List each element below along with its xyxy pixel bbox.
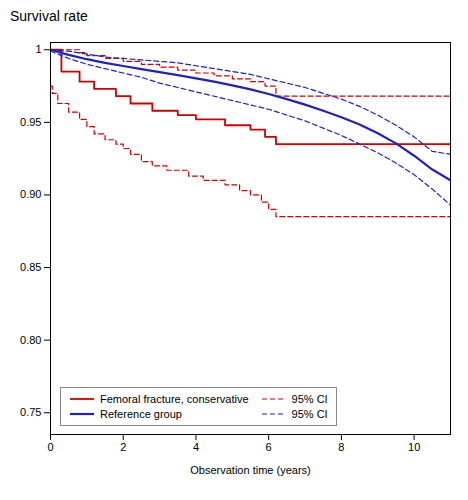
html-text:Survival rate: Survival rate [10, 8, 88, 24]
html-text:Reference group: Reference group [100, 408, 182, 420]
html-text:95% CI: 95% CI [291, 408, 328, 420]
svg-text:4: 4 [193, 441, 199, 453]
svg-text:0.75: 0.75 [20, 406, 41, 418]
svg-text:0.90: 0.90 [20, 188, 41, 200]
svg-text:6: 6 [266, 441, 272, 453]
html-text:Femoral fracture, conservative: Femoral fracture, conservative [100, 393, 249, 405]
svg-text:2: 2 [120, 441, 126, 453]
svg-text:0.80: 0.80 [20, 334, 41, 346]
html-text:95% CI: 95% CI [291, 393, 328, 405]
svg-text:10: 10 [408, 441, 420, 453]
svg-text:0.95: 0.95 [20, 116, 41, 128]
svg-text:8: 8 [338, 441, 344, 453]
svg-text:Observation time (years): Observation time (years) [190, 464, 310, 476]
svg-text:1: 1 [35, 43, 41, 55]
svg-text:0: 0 [47, 441, 53, 453]
svg-text:0.85: 0.85 [20, 261, 41, 273]
